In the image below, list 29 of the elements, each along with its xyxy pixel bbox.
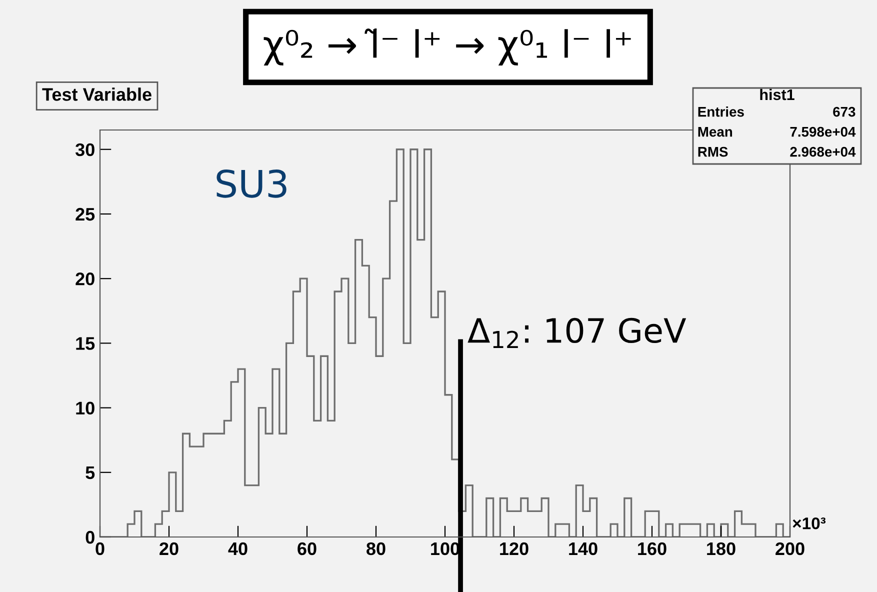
text: Entries [698, 106, 744, 117]
x-tick-label: 20 [160, 542, 178, 556]
y-tick-label: 5 [86, 466, 95, 480]
chart-title: χ⁰₂ → l̃⁻ l⁺ → χ⁰₁ l⁻ l⁺ [264, 28, 631, 66]
x-tick-label: 120 [500, 542, 528, 556]
x-tick-label: 80 [366, 542, 386, 556]
text: hist1 [760, 88, 794, 100]
x-tick-label: 160 [638, 542, 666, 556]
annotation: SU3 [216, 169, 286, 198]
text: 7.598e+04 [790, 126, 856, 137]
x-tick-label: 140 [569, 542, 598, 556]
y-tick-label: 30 [75, 143, 94, 156]
x-tick-label: 180 [707, 542, 736, 556]
y-tick-label: 10 [76, 402, 94, 415]
y-tick-label: 25 [76, 208, 95, 221]
x-tick-label: 60 [298, 542, 316, 556]
annotation: Δ$_{12}$: 107 GeV [468, 318, 686, 348]
text: ×10³ [792, 517, 826, 530]
chart-subtitle: Test Variable [42, 88, 152, 101]
x-tick-label: 200 [776, 542, 804, 556]
y-tick-label: 0 [86, 530, 94, 544]
x-tick-label: 0 [96, 542, 104, 556]
annotation: RMS [698, 146, 728, 157]
annotation: Mean [698, 127, 732, 137]
y-tick-label: 15 [76, 337, 95, 350]
text: 673 [833, 106, 856, 117]
y-tick-label: 20 [76, 272, 94, 286]
text: 2.968e+04 [790, 146, 856, 157]
x-tick-label: 40 [228, 542, 248, 556]
